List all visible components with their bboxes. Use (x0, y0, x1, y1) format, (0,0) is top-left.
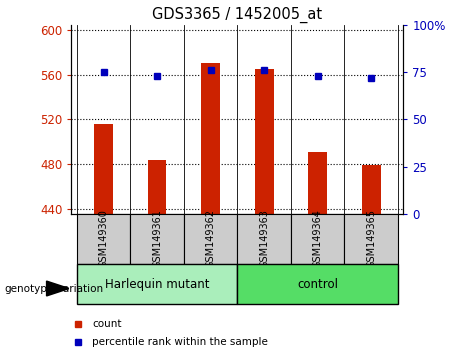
Bar (237, 214, 291, 264)
Bar (148, 160, 166, 214)
Bar (291, 214, 344, 264)
Bar (362, 165, 381, 214)
Bar (308, 152, 327, 214)
Text: GSM149362: GSM149362 (206, 210, 216, 268)
Bar (255, 69, 273, 214)
Text: count: count (92, 319, 122, 329)
Bar (184, 214, 237, 264)
Text: control: control (297, 278, 338, 291)
Bar (237, 264, 398, 304)
Bar (77, 214, 130, 264)
Bar (130, 214, 184, 264)
Text: GSM149364: GSM149364 (313, 210, 323, 268)
Bar (77, 264, 237, 304)
Bar (94, 124, 113, 214)
Bar (201, 63, 220, 214)
Text: GSM149363: GSM149363 (259, 210, 269, 268)
Text: GSM149361: GSM149361 (152, 210, 162, 268)
Bar (344, 214, 398, 264)
Text: percentile rank within the sample: percentile rank within the sample (92, 337, 268, 347)
Text: GSM149360: GSM149360 (99, 210, 109, 268)
Text: Harlequin mutant: Harlequin mutant (105, 278, 209, 291)
Title: GDS3365 / 1452005_at: GDS3365 / 1452005_at (152, 7, 323, 23)
Polygon shape (47, 281, 69, 296)
Text: genotype/variation: genotype/variation (5, 284, 104, 293)
Text: GSM149365: GSM149365 (366, 210, 376, 268)
